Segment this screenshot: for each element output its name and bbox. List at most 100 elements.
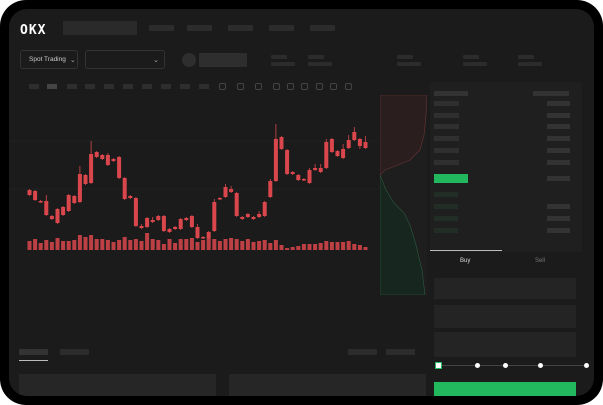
nav-item[interactable] [269, 25, 294, 31]
candle-down [257, 214, 262, 217]
camera-icon[interactable] [316, 83, 323, 90]
volume-bar [318, 243, 323, 250]
amount-slider-track[interactable] [439, 365, 587, 366]
amount [547, 176, 570, 181]
candle-down [122, 178, 127, 199]
timeframe-button[interactable] [142, 84, 152, 89]
volume-bar [251, 242, 256, 250]
nav-item[interactable] [187, 25, 212, 31]
buy-tab[interactable]: Buy [460, 258, 471, 264]
filter-button[interactable] [348, 349, 377, 355]
candle-down [223, 187, 228, 197]
volume-bar [313, 244, 318, 250]
volume-bar [83, 237, 88, 250]
dropdown-icon[interactable] [237, 83, 244, 90]
candle-down [341, 149, 346, 158]
candle-down [363, 142, 368, 148]
volume-bar [352, 244, 357, 250]
slider-handle[interactable] [435, 362, 442, 369]
volume-bar [178, 239, 183, 250]
candle-down [313, 168, 318, 170]
ask-price [434, 112, 459, 118]
volume-bar [329, 242, 334, 250]
volume-bar [100, 239, 105, 250]
volume-bar [229, 238, 234, 250]
volume-bar [133, 239, 138, 250]
settings-icon[interactable] [330, 83, 337, 90]
candle-down [324, 142, 329, 168]
slider-step-25[interactable] [475, 363, 480, 368]
volume-bar [61, 241, 66, 250]
candle-down [245, 214, 250, 217]
sell-tab[interactable]: Sell [535, 258, 546, 264]
depth-bids-area [380, 174, 426, 295]
candle-down [66, 195, 71, 211]
candle-down [72, 196, 77, 203]
volume-bar [290, 247, 295, 250]
volume-bar [33, 239, 38, 250]
amount-input[interactable] [434, 305, 576, 328]
nav-item[interactable] [149, 25, 174, 31]
stat-label [397, 55, 413, 59]
volume-bar [195, 242, 200, 250]
buy-submit-button[interactable] [434, 382, 576, 396]
timeframe-button[interactable] [123, 84, 133, 89]
slider-step-100[interactable] [584, 363, 589, 368]
nav-item[interactable] [228, 25, 253, 31]
ask-amount [547, 147, 570, 153]
candlestick-chart[interactable] [9, 93, 429, 333]
indicator-icon[interactable] [219, 83, 226, 90]
candle-down [240, 217, 245, 219]
timeframe-button[interactable] [67, 84, 77, 89]
candle-down [145, 218, 150, 227]
pair-dropdown[interactable]: ⌄ [85, 50, 165, 69]
slider-step-75[interactable] [538, 363, 543, 368]
filter-button[interactable] [386, 349, 415, 355]
stat-label [463, 55, 479, 59]
nav-item[interactable] [310, 25, 335, 31]
timeframe-button[interactable] [180, 84, 190, 89]
volume-bar [38, 243, 43, 250]
candle-down [262, 202, 267, 216]
candle-down [83, 175, 88, 184]
volume-bar [122, 237, 127, 250]
candle-down [55, 209, 60, 223]
candle-down [307, 170, 312, 183]
pen-icon[interactable] [301, 83, 308, 90]
market-dropdown[interactable]: Spot Trading ⌄ [20, 50, 78, 69]
volume-bar [156, 240, 161, 250]
candle-down [251, 217, 256, 219]
candle-down [301, 179, 306, 181]
timeframe-button[interactable] [104, 84, 114, 89]
bid-price [434, 192, 458, 197]
fullscreen-icon[interactable] [345, 83, 352, 90]
candle-down [201, 237, 206, 239]
candle-down [44, 201, 49, 215]
candle-down [117, 157, 122, 178]
slider-step-50[interactable] [503, 363, 508, 368]
ask-amount [547, 101, 570, 106]
volume-bar [44, 240, 49, 250]
candle-down [195, 227, 200, 238]
timeframe-button[interactable] [161, 84, 171, 89]
volume-bar [324, 241, 329, 250]
timeframe-button[interactable] [199, 84, 209, 89]
volume-bar [257, 241, 262, 250]
volume-bar [55, 238, 60, 250]
timeframe-button[interactable] [29, 84, 39, 89]
volume-bar [173, 243, 178, 250]
timeframe-button[interactable] [47, 84, 57, 89]
dropdown-icon[interactable] [273, 83, 280, 90]
draw-icon[interactable] [255, 83, 262, 90]
price-input[interactable] [434, 278, 576, 299]
volume-bar [268, 243, 273, 250]
tab-order-history[interactable] [60, 349, 89, 355]
stat-value [397, 62, 421, 66]
total-input[interactable] [434, 332, 576, 357]
search-bar[interactable] [63, 21, 137, 35]
tab-open-orders[interactable] [19, 349, 48, 355]
timeframe-button[interactable] [85, 84, 95, 89]
line-icon[interactable] [287, 83, 294, 90]
stat-value [463, 62, 487, 66]
volume-bar [223, 239, 228, 250]
